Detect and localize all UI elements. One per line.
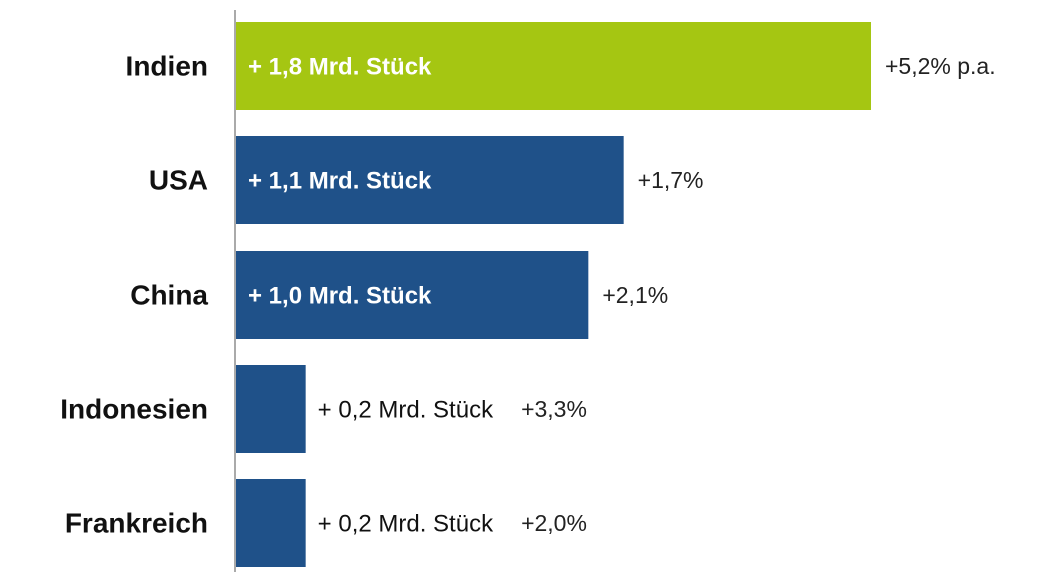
bar [236, 479, 306, 567]
category-label: Indonesien [60, 393, 208, 424]
growth-label: +1,7% [638, 167, 704, 193]
bar [236, 136, 624, 224]
value-label: + 1,1 Mrd. Stück [248, 167, 432, 194]
bar [236, 365, 306, 453]
growth-label: +2,0% [521, 510, 587, 536]
category-label: China [130, 279, 208, 310]
growth-label: +3,3% [521, 396, 587, 422]
value-label: + 1,0 Mrd. Stück [248, 282, 432, 309]
category-label: USA [149, 164, 208, 195]
value-label: + 1,8 Mrd. Stück [248, 53, 432, 80]
growth-label: +2,1% [602, 282, 668, 308]
value-label: + 0,2 Mrd. Stück [318, 510, 494, 537]
category-label: Frankreich [65, 507, 208, 538]
bar [236, 251, 589, 339]
bar [236, 22, 871, 110]
category-label: Indien [126, 50, 208, 81]
growth-label: +5,2% p.a. [885, 53, 996, 79]
value-label: + 0,2 Mrd. Stück [318, 396, 494, 423]
